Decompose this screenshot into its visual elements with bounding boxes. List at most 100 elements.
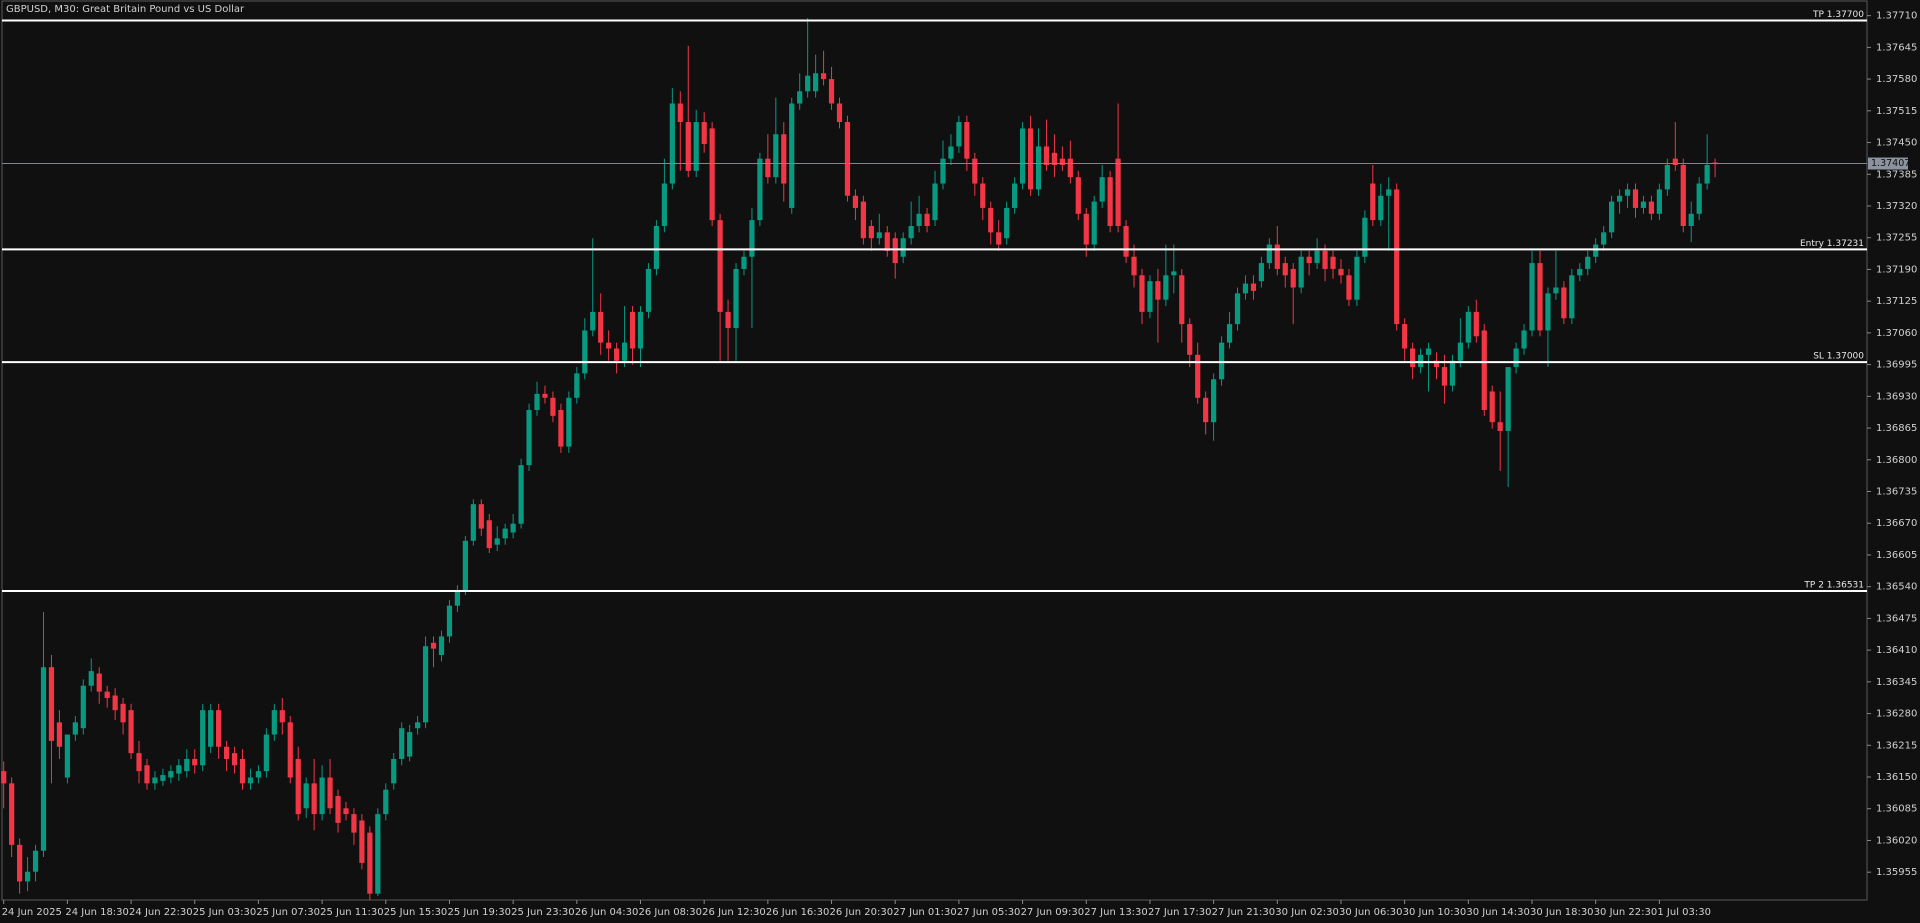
candle-body [279, 710, 285, 723]
y-tick-label: 1.37580 [1876, 74, 1917, 85]
candle-body [1656, 189, 1662, 214]
candle-body [1075, 177, 1081, 214]
candle-body [709, 128, 715, 221]
candle-body [208, 710, 214, 747]
candle-body [56, 722, 63, 747]
candle-body [184, 758, 190, 772]
x-tick-label: 27 Jun 01:30 [893, 907, 957, 918]
candle-body [192, 758, 198, 766]
level-label: TP 2 1.36531 [1803, 581, 1864, 591]
candle-body [550, 397, 556, 416]
candle-body [462, 540, 468, 591]
candle-body [1465, 311, 1471, 343]
candle-body [1019, 128, 1026, 184]
candle-body [375, 814, 381, 894]
candle-body [1258, 263, 1264, 282]
candle-body [168, 771, 174, 778]
x-tick-label: 25 Jun 15:30 [384, 907, 448, 918]
candle-body [1449, 360, 1456, 386]
candle-body [24, 871, 31, 882]
candle-body [1043, 146, 1050, 165]
chart-title: GBPUSD, M30: Great Britain Pound vs US D… [6, 4, 245, 15]
candle-body [1250, 283, 1257, 291]
candle-body [789, 103, 795, 208]
candle-body [717, 220, 723, 312]
candle-body [621, 342, 628, 361]
candle-body [486, 520, 492, 549]
candle-body [948, 146, 954, 159]
candle-body [828, 79, 835, 104]
candle-body [1593, 244, 1599, 257]
candle-body [1163, 275, 1169, 300]
candle-body [478, 504, 484, 529]
candle-body [48, 667, 55, 741]
y-tick-label: 1.37255 [1876, 233, 1917, 244]
x-tick-label: 25 Jun 23:30 [511, 907, 575, 918]
y-tick-label: 1.36995 [1876, 360, 1917, 371]
candle-body [1179, 275, 1185, 325]
candle-body [916, 213, 922, 226]
candle-body [1171, 271, 1177, 276]
candle-body [677, 103, 683, 123]
candle-body [1513, 348, 1519, 368]
candle-body [311, 783, 317, 815]
x-tick-label: 27 Jun 09:30 [1021, 907, 1085, 918]
y-tick-label: 1.36605 [1876, 550, 1917, 561]
candle-body [1322, 250, 1328, 269]
plot-frame [1, 0, 1868, 901]
candle-body [1012, 183, 1018, 208]
candle-body [1394, 189, 1400, 325]
candle-body [152, 777, 158, 784]
candle-body [1537, 263, 1543, 331]
candle-body [247, 777, 254, 784]
level-label: TP 1.37700 [1812, 10, 1864, 20]
x-tick-label: 27 Jun 05:30 [957, 907, 1021, 918]
candle-body [892, 238, 898, 264]
x-tick-label: 30 Jun 06:30 [1339, 907, 1403, 918]
candle-body [685, 122, 691, 171]
price-label-box [1868, 157, 1908, 170]
candle-body [614, 348, 620, 361]
level-label: SL 1.37000 [1813, 352, 1864, 362]
candle-body [1266, 244, 1272, 264]
candle-body [351, 814, 357, 833]
candle-body [1083, 213, 1089, 245]
candle-body [765, 158, 771, 178]
candle-body [494, 538, 500, 545]
y-tick-label: 1.35955 [1876, 867, 1917, 878]
candle-body [1107, 177, 1113, 226]
candle-body [359, 820, 365, 863]
candle-body [327, 777, 333, 809]
candle-body [1, 771, 7, 784]
candle-body [1545, 293, 1551, 331]
candle-body [1123, 225, 1129, 257]
candle-body [1433, 360, 1440, 368]
candle-body [1410, 348, 1416, 368]
candle-body [988, 207, 994, 233]
candle-body [255, 771, 262, 778]
x-tick-label: 30 Jun 14:30 [1466, 907, 1530, 918]
candle-body [40, 667, 47, 851]
candle-body [566, 397, 572, 447]
candle-body [1441, 367, 1448, 386]
candle-body [1314, 250, 1320, 264]
candle-body [1099, 177, 1105, 202]
candle-body [1282, 263, 1288, 276]
x-tick-label: 25 Jun 19:30 [447, 907, 511, 918]
candle-body [964, 122, 970, 159]
candle-body [112, 695, 118, 711]
candle-body [1004, 207, 1010, 239]
candle-body [1489, 391, 1495, 423]
candle-body [17, 844, 23, 882]
x-tick-label: 25 Jun 03:30 [193, 907, 257, 918]
candle-body [502, 528, 508, 539]
candle-body [1147, 281, 1153, 312]
candle-body [1211, 379, 1217, 423]
x-tick-label: 24 Jun 18:30 [65, 907, 129, 918]
y-tick-label: 1.36085 [1876, 804, 1917, 815]
candle-body [1616, 195, 1623, 202]
candle-body [1051, 152, 1058, 165]
candle-body [805, 75, 811, 92]
